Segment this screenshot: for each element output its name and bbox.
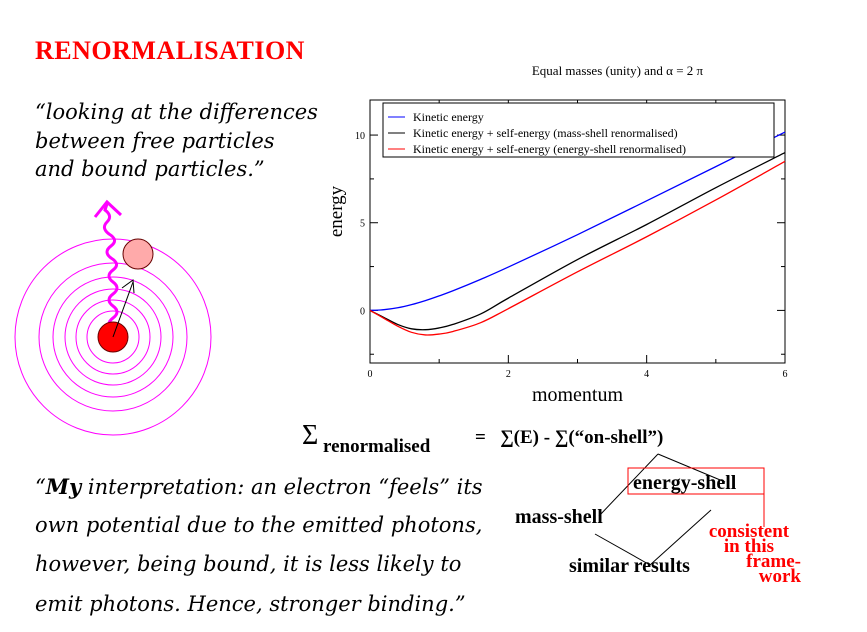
x-tick-label: 2: [506, 369, 511, 380]
photon-arrowhead-icon: [93, 199, 123, 218]
text: interpretation: an electron “feels” its: [81, 475, 483, 499]
energy-chart: Equal masses (unity) and α = 2 π 0 2 4 6 0 5 10…: [326, 63, 788, 405]
series-line-3: [369, 160, 786, 336]
mass-shell-label: mass-shell: [515, 506, 603, 528]
legend-box: [382, 102, 775, 158]
interpretation-line: own potential due to the emitted photons…: [35, 513, 483, 537]
note-line: work: [758, 566, 801, 587]
note-line: in this: [723, 536, 775, 557]
diagram-lines: [594, 453, 765, 566]
x-tick-label: 4: [644, 369, 649, 380]
x-tick-label: 0: [368, 369, 373, 380]
y-axis-label: energy: [326, 185, 347, 237]
interpretation-line: emit photons. Hence, stronger binding.”: [35, 592, 466, 616]
consistent-note: consistent in this frame- work: [697, 521, 801, 587]
formula-sigma: Σ: [302, 420, 319, 451]
open-quote: “: [35, 475, 46, 499]
photon-wave: [102, 203, 119, 332]
legend-label: Kinetic energy: [413, 110, 484, 124]
y-tick-label: 5: [360, 219, 365, 230]
chart-title: Equal masses (unity) and α = 2 π: [532, 63, 704, 78]
series-line-1: [369, 131, 786, 312]
interpretation-line: “My interpretation: an electron “feels” …: [35, 474, 483, 499]
atom-illustration: [14, 199, 212, 436]
legend-label: Kinetic energy + self-energy (mass-shell…: [413, 126, 678, 140]
legend-label: Kinetic energy + self-energy (energy-she…: [413, 142, 686, 156]
x-axis-label: momentum: [532, 384, 624, 405]
x-tick-label: 6: [783, 369, 788, 380]
slide-title: RENORMALISATION: [35, 36, 305, 65]
intro-quote-line: between free particles: [35, 129, 275, 153]
electron: [122, 238, 154, 270]
intro-quote-line: and bound particles.”: [35, 157, 265, 181]
y-tick-label: 10: [355, 131, 365, 142]
note-line: frame-: [746, 551, 801, 572]
intro-quote-line: “looking at the differences: [35, 100, 318, 124]
note-line: consistent: [708, 521, 790, 542]
similar-results-label: similar results: [569, 555, 690, 577]
arrow-icon: [121, 279, 135, 294]
series-line-2: [369, 152, 786, 331]
interpretation-line: however, being bound, it is less likely …: [35, 552, 462, 576]
formula-rhs: = ∑(E) - ∑(“on-shell”): [475, 427, 664, 448]
y-tick-label: 0: [360, 306, 365, 317]
formula-subscript: renormalised: [323, 436, 431, 457]
my-emphasis: My: [45, 474, 82, 499]
energy-shell-label: energy-shell: [633, 472, 737, 494]
